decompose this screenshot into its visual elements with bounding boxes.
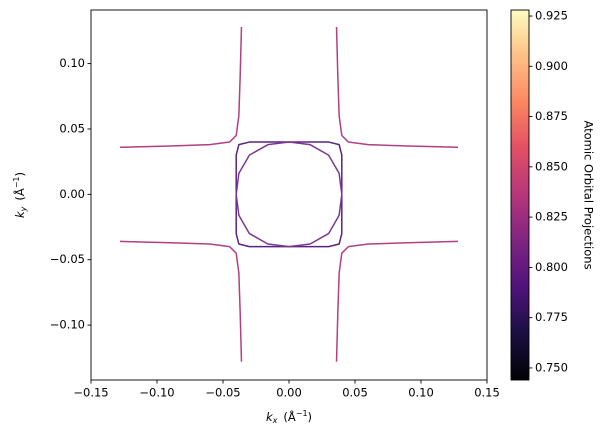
x-tick-label: 0.00	[276, 386, 302, 400]
y-label-part: )	[13, 172, 27, 177]
fermi-contour	[235, 141, 343, 248]
colorbar-tick-label: 0.800	[535, 260, 568, 274]
y-tick-label: −0.05	[50, 252, 85, 266]
x-tick-label: 0.05	[342, 386, 368, 400]
y-tick-label: 0.10	[59, 56, 85, 70]
x-label-part: x	[272, 416, 278, 425]
y-axis-label: ky (Å−1)	[12, 172, 28, 218]
colorbar-frame	[510, 9, 530, 381]
colorbar-tick-label: 0.875	[535, 109, 568, 123]
colorbar-tick-label: 0.925	[535, 9, 568, 23]
x-tick-label: 0.15	[474, 386, 500, 400]
y-label-part: (Å	[12, 188, 27, 200]
x-label-part: (Å	[283, 409, 295, 424]
fermi-contour	[120, 26, 243, 149]
x-label-part: k	[266, 410, 274, 424]
x-label-part: −1	[296, 409, 308, 418]
plot-frame	[90, 9, 488, 381]
colorbar	[511, 10, 529, 380]
y-label-part: y	[19, 206, 28, 212]
fermi-contour	[235, 141, 343, 248]
x-axis-label: kx (Å−1)	[266, 409, 312, 425]
fermi-contour	[120, 240, 243, 362]
x-tick-label: −0.15	[73, 386, 108, 400]
y-label-part: k	[13, 210, 27, 218]
y-label-part: −1	[12, 176, 21, 188]
x-tick-label: −0.05	[205, 386, 240, 400]
colorbar-tick-label: 0.900	[535, 59, 568, 73]
colorbar-label: Atomic Orbital Projections	[582, 120, 596, 269]
colorbar-tick-label: 0.750	[535, 360, 568, 374]
colorbar-tick-label: 0.825	[535, 210, 568, 224]
y-tick-label: 0.00	[59, 187, 85, 201]
x-tick-label: 0.10	[408, 386, 434, 400]
colorbar-tick-label: 0.775	[535, 310, 568, 324]
x-tick-label: −0.10	[139, 386, 174, 400]
x-label-part: )	[308, 410, 313, 424]
y-tick-label: −0.10	[50, 318, 85, 332]
fermi-contour	[335, 26, 458, 149]
colorbar-tick-label: 0.850	[535, 159, 568, 173]
fermi-contour	[335, 240, 458, 362]
y-tick-label: 0.05	[59, 121, 85, 135]
